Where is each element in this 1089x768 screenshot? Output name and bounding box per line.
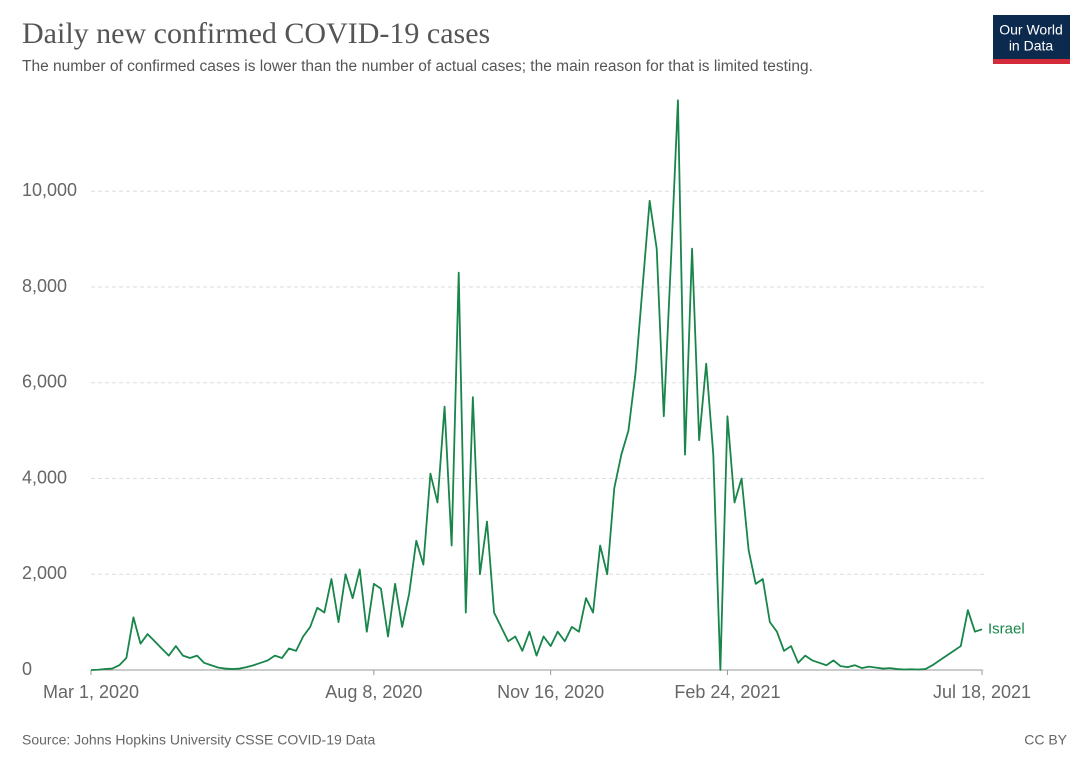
x-tick-label: Nov 16, 2020 <box>497 682 604 702</box>
y-tick-label: 0 <box>22 659 32 679</box>
logo-text: Our World <box>999 22 1063 38</box>
x-tick-label: Mar 1, 2020 <box>43 682 139 702</box>
line <box>90 99 983 671</box>
license: CC BY <box>1024 732 1067 748</box>
x-tick-label: Aug 8, 2020 <box>325 682 422 702</box>
source: Source: Johns Hopkins University CSSE CO… <box>22 732 375 748</box>
chart-subtitle: The number of confirmed cases is lower t… <box>22 58 813 75</box>
series-label: Israel <box>988 620 1025 637</box>
logo-stripe <box>993 59 1070 64</box>
y-tick-label: 10,000 <box>22 180 77 200</box>
x-tick-label: Feb 24, 2021 <box>674 682 780 702</box>
y-tick-label: 4,000 <box>22 467 67 487</box>
logo-box <box>993 15 1070 59</box>
y-tick-label: 8,000 <box>22 276 67 296</box>
y-tick-label: 2,000 <box>22 563 67 583</box>
y-tick-label: 6,000 <box>22 372 67 392</box>
logo-text: in Data <box>1009 38 1054 54</box>
chart-title: Daily new confirmed COVID-19 cases <box>22 17 490 50</box>
logo: Our World in Data <box>993 15 1070 64</box>
x-tick-label: Jul 18, 2021 <box>933 682 1031 702</box>
